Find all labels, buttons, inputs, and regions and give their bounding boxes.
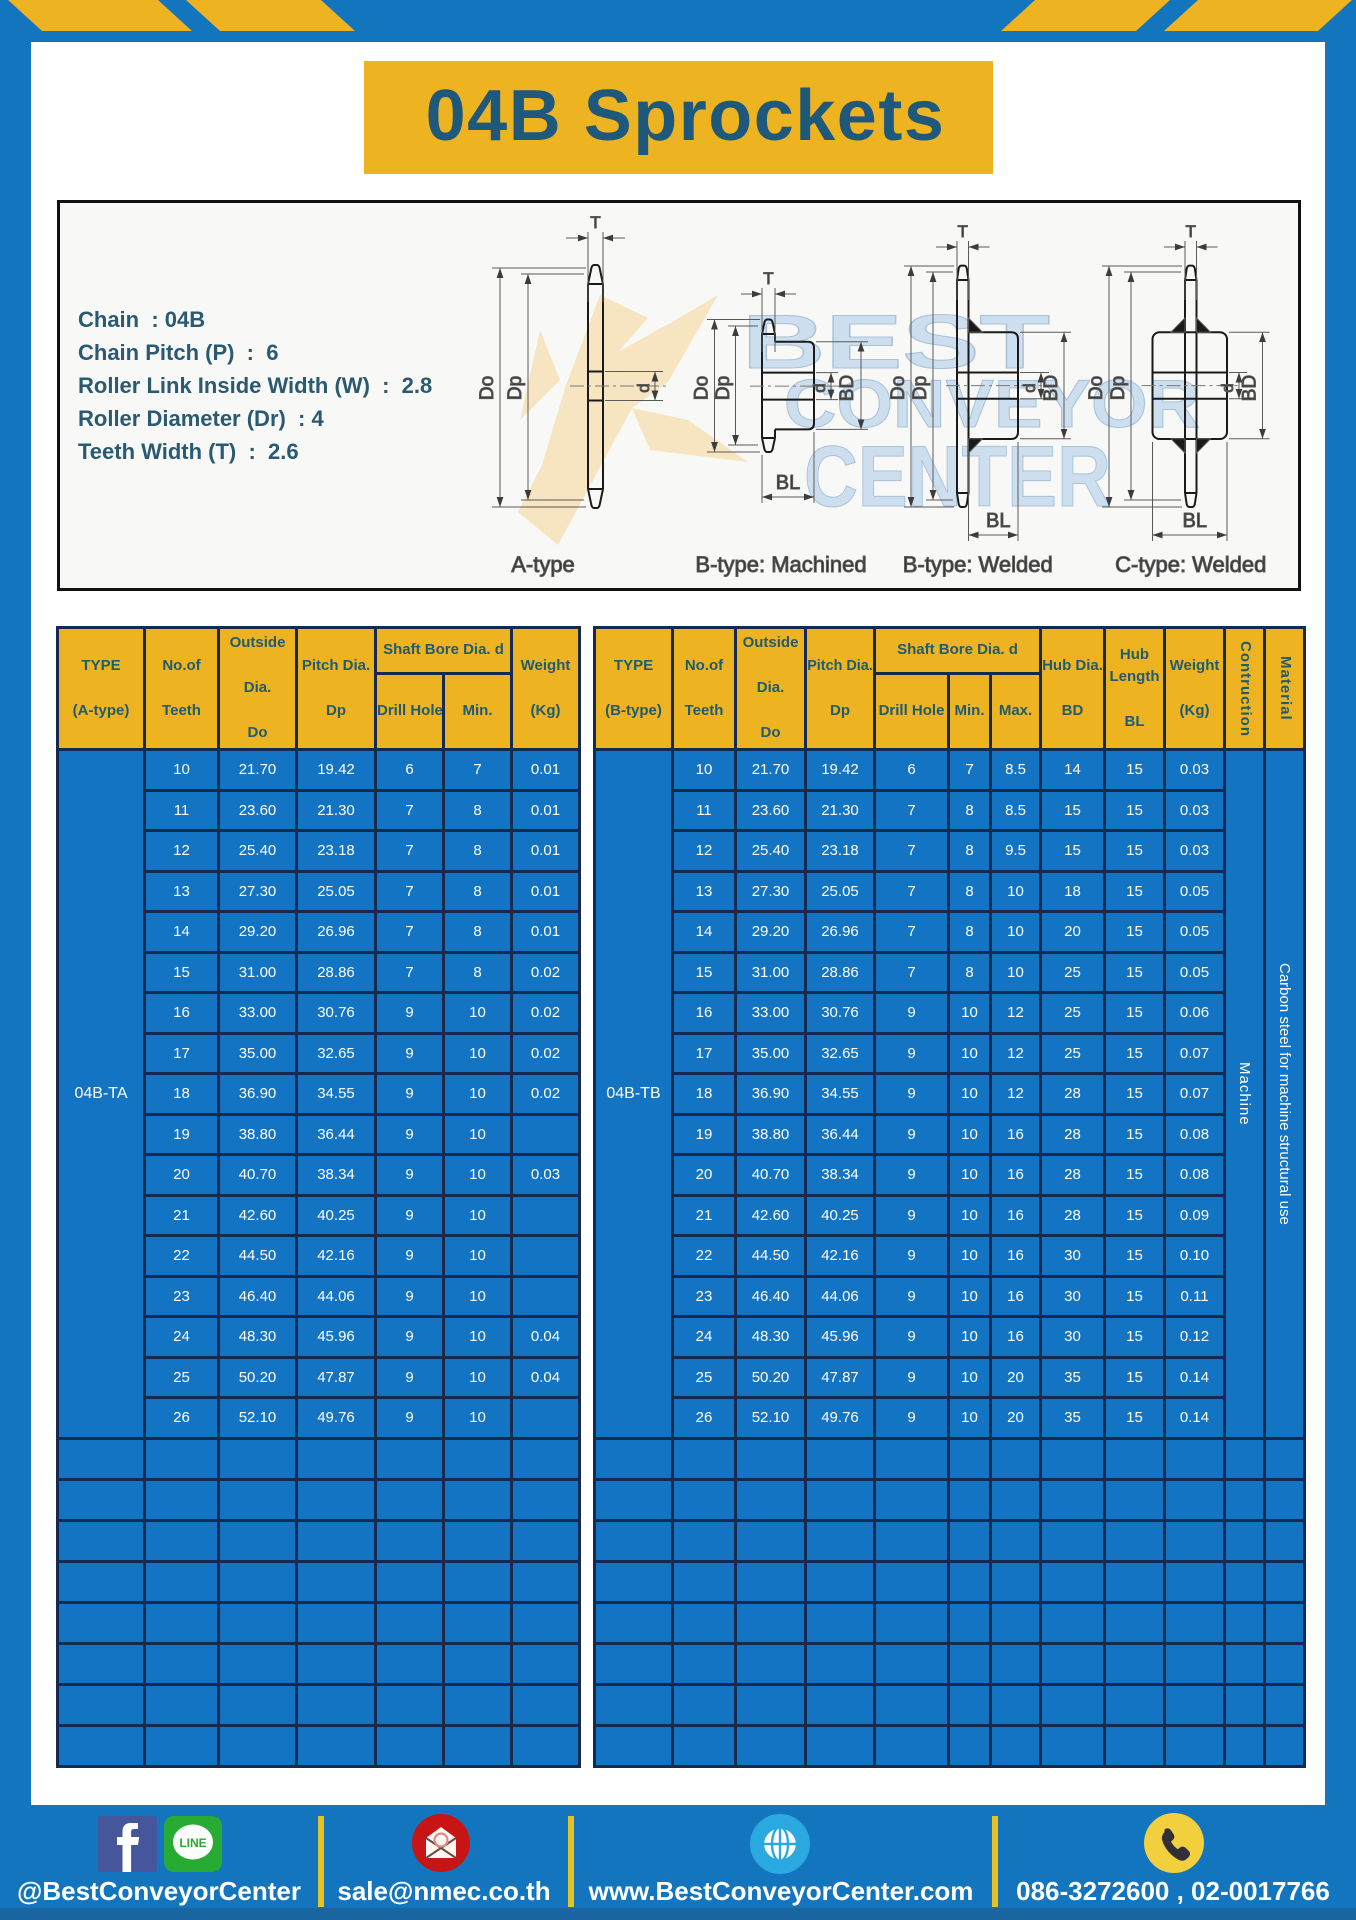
svg-text:d: d [634, 383, 653, 392]
svg-text:Do: Do [477, 376, 498, 400]
svg-text:d: d [810, 383, 829, 392]
svg-text:Dp: Dp [713, 376, 734, 400]
svg-text:d: d [1218, 383, 1237, 392]
svg-text:B-type: Machined: B-type: Machined [695, 552, 866, 577]
svg-text:BD: BD [837, 375, 858, 401]
svg-text:Dp: Dp [505, 376, 526, 400]
svg-text:BL: BL [986, 510, 1010, 532]
svg-text:d: d [1020, 383, 1039, 392]
svg-text:BD: BD [1041, 375, 1062, 401]
svg-text:BL: BL [776, 472, 800, 494]
svg-text:B-type: Welded: B-type: Welded [903, 552, 1053, 577]
svg-text:T: T [590, 213, 600, 232]
svg-text:LINE: LINE [179, 1836, 206, 1850]
svg-text:T: T [1186, 222, 1196, 241]
svg-text:C-type: Welded: C-type: Welded [1115, 552, 1266, 577]
svg-text:BL: BL [1183, 510, 1207, 532]
svg-text:T: T [958, 222, 968, 241]
svg-text:Do: Do [888, 376, 909, 400]
svg-text:BD: BD [1240, 375, 1261, 401]
svg-text:Dp: Dp [1108, 376, 1129, 400]
svg-text:Do: Do [1086, 376, 1107, 400]
svg-text:A-type: A-type [511, 552, 575, 577]
svg-text:Do: Do [692, 376, 713, 400]
svg-text:T: T [763, 269, 773, 288]
svg-text:Dp: Dp [910, 376, 931, 400]
